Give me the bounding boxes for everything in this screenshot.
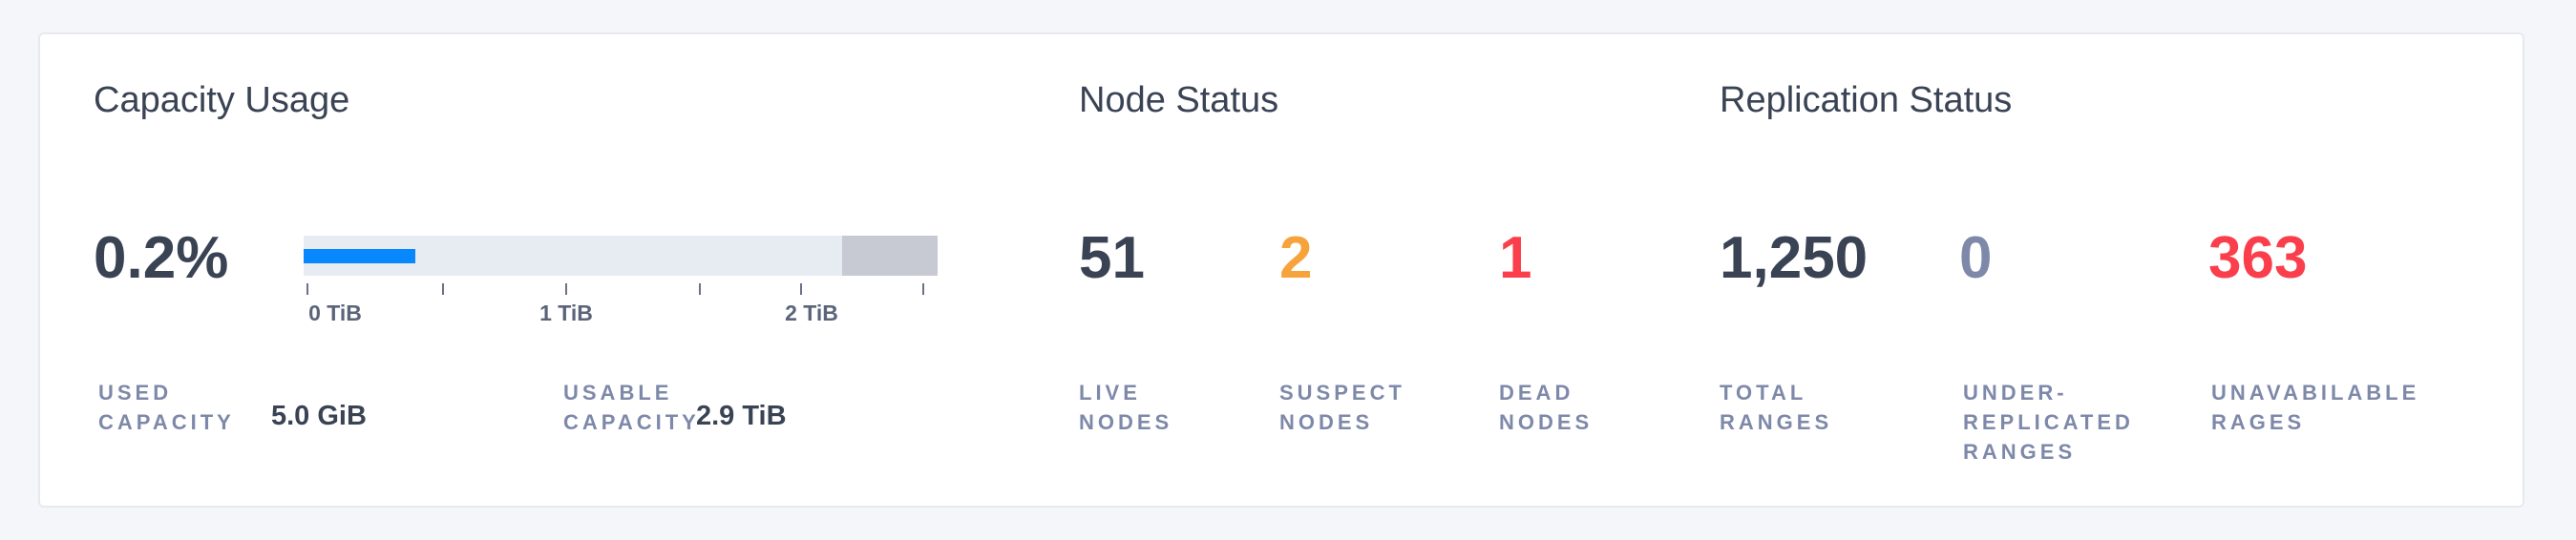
bar-tick bbox=[306, 283, 308, 295]
bar-tick bbox=[800, 283, 802, 295]
bar-tick bbox=[922, 283, 924, 295]
replication-status-title: Replication Status bbox=[1720, 80, 2013, 120]
bar-tick-label: 0 TiB bbox=[308, 301, 362, 325]
under-replicated-count: 0 bbox=[1959, 225, 1993, 291]
capacity-bar-reserved bbox=[842, 236, 938, 276]
bar-tick-label: 2 TiB bbox=[785, 301, 838, 325]
under-replicated-label: UNDER- REPLICATED RANGES bbox=[1963, 381, 2134, 464]
dead-nodes-count: 1 bbox=[1499, 225, 1532, 291]
bar-tick bbox=[699, 283, 701, 295]
bar-tick bbox=[442, 283, 444, 295]
bar-tick-label: 1 TiB bbox=[539, 301, 593, 325]
unavailable-ranges-label: UNAVABILABLE RAGES bbox=[2211, 381, 2420, 434]
dead-nodes-label: DEAD NODES bbox=[1499, 381, 1594, 434]
capacity-usage-title: Capacity Usage bbox=[94, 80, 350, 120]
unavailable-ranges-count: 363 bbox=[2208, 225, 2308, 291]
usable-capacity-value: 2.9 TiB bbox=[696, 401, 787, 431]
total-ranges-label: TOTAL RANGES bbox=[1720, 381, 1833, 434]
capacity-bar-used bbox=[304, 249, 415, 263]
usable-capacity-label: USABLE CAPACITY bbox=[563, 381, 700, 434]
bar-tick bbox=[565, 283, 567, 295]
capacity-percent: 0.2% bbox=[94, 225, 229, 291]
suspect-nodes-label: SUSPECT NODES bbox=[1279, 381, 1405, 434]
suspect-nodes-count: 2 bbox=[1279, 225, 1313, 291]
node-status-title: Node Status bbox=[1079, 80, 1279, 120]
capacity-bar bbox=[304, 236, 938, 276]
live-nodes-count: 51 bbox=[1079, 225, 1145, 291]
total-ranges-count: 1,250 bbox=[1720, 225, 1869, 291]
used-capacity-label: USED CAPACITY bbox=[98, 381, 235, 434]
live-nodes-label: LIVE NODES bbox=[1079, 381, 1173, 434]
used-capacity-value: 5.0 GiB bbox=[271, 401, 367, 431]
